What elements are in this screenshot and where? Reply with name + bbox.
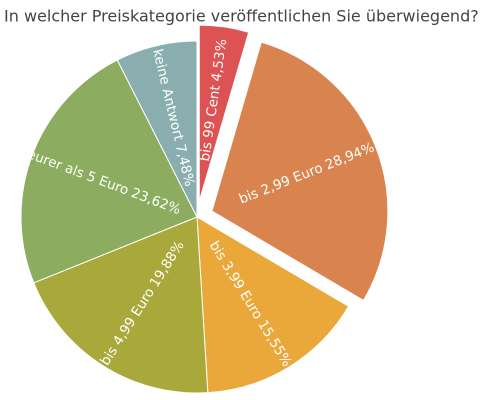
pie-slice <box>20 59 198 284</box>
chart-title: In welcher Preiskategorie veröffentliche… <box>4 7 479 26</box>
pie-slice <box>116 40 198 218</box>
pie-slice <box>196 216 350 394</box>
slice-value-label: 4,53% <box>209 38 231 83</box>
pie-slice <box>211 41 389 302</box>
pie-slice <box>33 216 209 394</box>
pie-slice <box>198 24 250 202</box>
